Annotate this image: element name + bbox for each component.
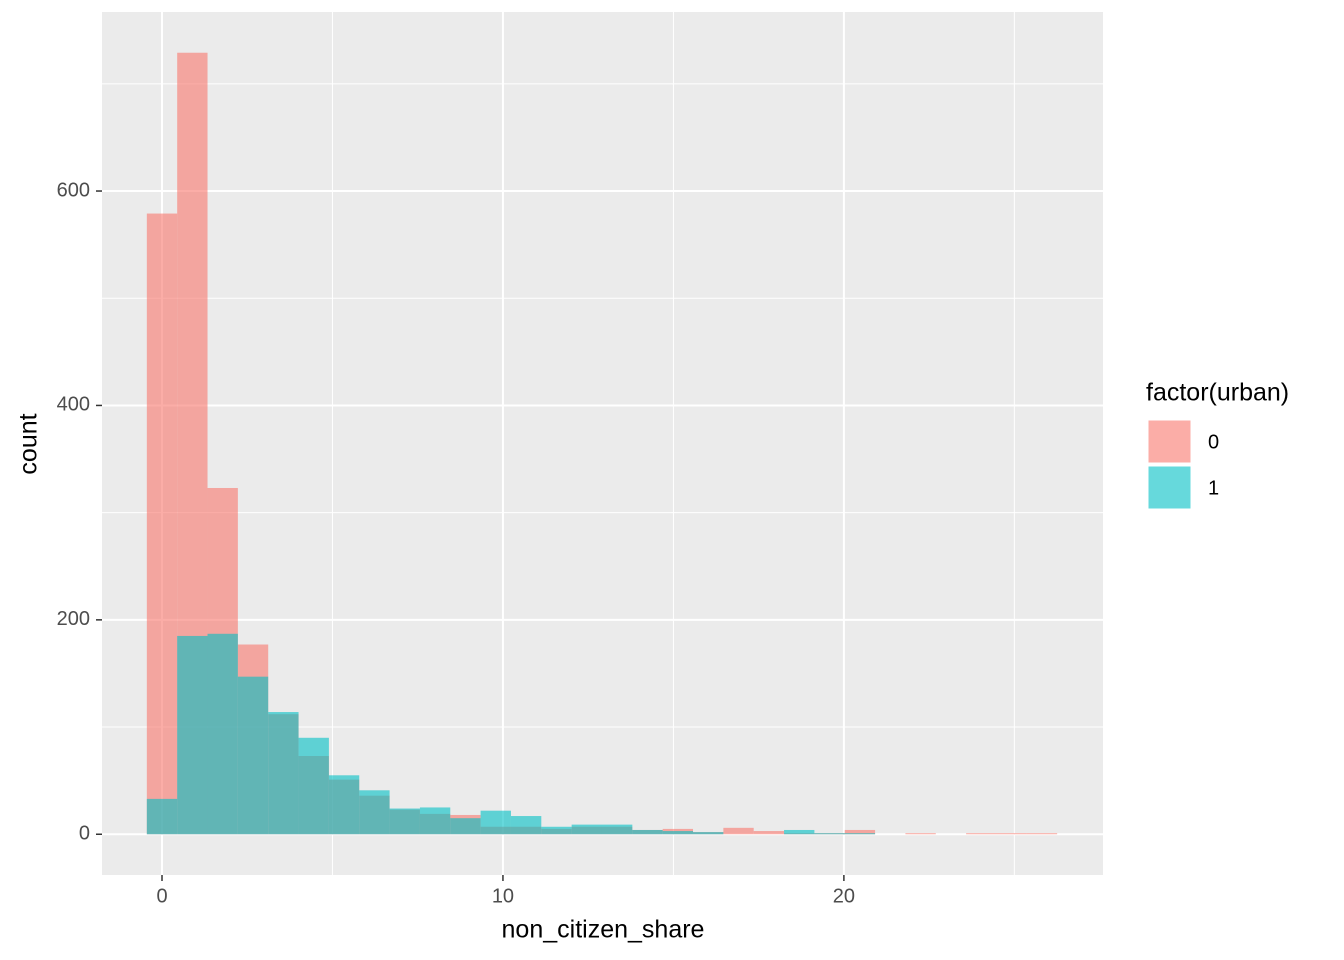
bar <box>510 816 542 835</box>
bar <box>693 832 724 835</box>
x-tick-label: 20 <box>833 885 855 907</box>
bar <box>146 798 178 835</box>
legend-swatch <box>1147 419 1192 464</box>
y-axis-label: count <box>15 413 43 474</box>
bar <box>571 824 602 835</box>
bar <box>723 827 754 835</box>
bar <box>814 833 845 835</box>
y-tick-label: 0 <box>79 823 90 845</box>
bar <box>268 712 299 835</box>
bar <box>541 826 572 835</box>
bar <box>146 213 178 835</box>
bar <box>844 833 876 835</box>
legend-swatch <box>1147 465 1192 510</box>
bar <box>207 633 238 835</box>
y-tick-label: 400 <box>57 394 90 416</box>
bar <box>419 807 451 835</box>
bar <box>784 829 815 835</box>
bar <box>996 833 1027 835</box>
legend-label: 0 <box>1208 431 1219 453</box>
bar <box>389 808 420 835</box>
legend-label: 1 <box>1208 477 1219 499</box>
bar <box>359 790 390 835</box>
bar <box>237 676 269 835</box>
bar <box>328 775 360 835</box>
y-tick-label: 600 <box>57 179 90 201</box>
bar <box>480 810 511 835</box>
bar <box>844 829 876 835</box>
y-tick-label: 200 <box>57 608 90 630</box>
bar <box>966 833 997 835</box>
bar <box>905 833 936 835</box>
x-tick-label: 10 <box>492 885 514 907</box>
bar <box>601 824 633 835</box>
x-tick-label: 0 <box>156 885 167 907</box>
bar <box>177 635 208 835</box>
bar <box>753 831 785 835</box>
x-axis-label: non_citizen_share <box>502 916 705 944</box>
bar <box>632 829 663 835</box>
bar <box>662 831 694 835</box>
bar <box>298 737 329 835</box>
legend-title: factor(urban) <box>1146 379 1289 407</box>
bar <box>1026 833 1058 835</box>
bar <box>450 818 481 835</box>
